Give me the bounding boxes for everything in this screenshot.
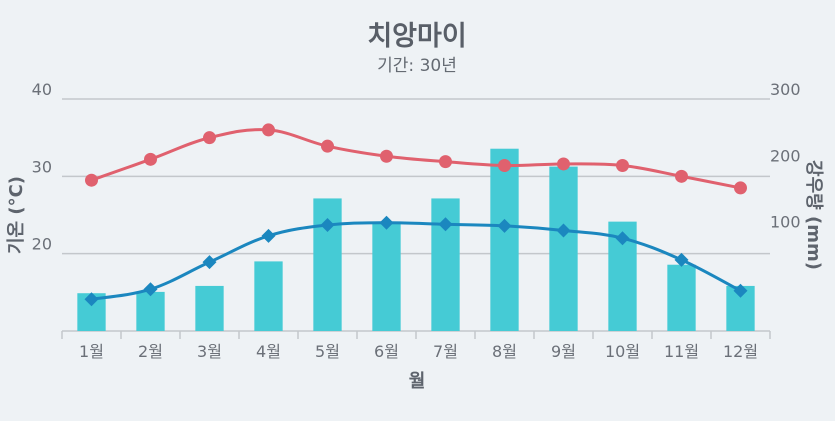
max-temp-point bbox=[380, 149, 393, 163]
min-temp-point bbox=[379, 215, 394, 230]
rainfall-bar bbox=[195, 285, 224, 331]
rainfall-bar bbox=[667, 264, 696, 331]
min-temp-point bbox=[143, 282, 158, 297]
max-temp-line bbox=[90, 128, 741, 190]
rainfall-bar bbox=[372, 221, 401, 331]
temperature-lines bbox=[84, 123, 748, 307]
grid bbox=[61, 98, 771, 339]
x-tick-label: 8월 bbox=[492, 342, 517, 361]
min-temp-point bbox=[556, 223, 571, 238]
x-tick-label: 12월 bbox=[723, 342, 758, 361]
rainfall-bar bbox=[136, 291, 165, 331]
min-temp-point bbox=[84, 292, 99, 307]
min-temp-line bbox=[91, 221, 742, 301]
min-temp-point bbox=[202, 255, 217, 270]
right-axis-title: 강우량 (mm) bbox=[803, 160, 824, 270]
max-temp-point bbox=[85, 173, 98, 187]
right-tick-label: 300 bbox=[770, 80, 801, 99]
max-temp-point bbox=[262, 123, 275, 137]
left-tick-label: 20 bbox=[32, 235, 52, 254]
max-temp-point bbox=[616, 159, 629, 173]
x-tick-label: 11월 bbox=[664, 342, 699, 361]
tick-labels: 20 30 40 100 200 300 1월 2월 3월 4월 5월 6월 7월 8월 9월 10월 11월 1… bbox=[32, 80, 801, 361]
rainfall-bar bbox=[549, 166, 578, 331]
right-tick-label: 100 bbox=[770, 213, 801, 232]
x-tick-label: 3월 bbox=[197, 342, 222, 361]
chart-subtitle: 기간: 30년 bbox=[377, 56, 457, 76]
max-temp-point bbox=[321, 139, 334, 153]
chart-title: 치앙마이 bbox=[367, 21, 466, 52]
max-temp-point bbox=[675, 169, 688, 183]
min-temp-point bbox=[261, 228, 276, 243]
left-tick-label: 40 bbox=[32, 80, 52, 99]
x-axis-title: 월 bbox=[409, 371, 426, 392]
max-temp-point bbox=[498, 159, 511, 173]
min-temp-point bbox=[733, 283, 748, 298]
x-tick-label: 2월 bbox=[138, 342, 163, 361]
x-tick-label: 1월 bbox=[79, 342, 104, 361]
max-temp-point bbox=[734, 181, 747, 195]
x-tick-label: 4월 bbox=[256, 342, 281, 361]
x-tick-label: 10월 bbox=[605, 342, 640, 361]
max-temp-point bbox=[557, 157, 570, 171]
left-tick-label: 30 bbox=[32, 157, 52, 176]
x-tick-label: 9월 bbox=[551, 342, 576, 361]
rainfall-bar bbox=[490, 148, 519, 331]
left-axis-title: 기온 (°C) bbox=[6, 176, 27, 254]
max-temp-point bbox=[203, 131, 216, 145]
x-tick-label: 6월 bbox=[374, 342, 399, 361]
max-temp-point bbox=[144, 152, 157, 166]
max-temp-point bbox=[439, 155, 452, 169]
x-tick-label: 7월 bbox=[433, 342, 458, 361]
min-temp-point bbox=[615, 231, 630, 246]
x-tick-label: 5월 bbox=[315, 342, 340, 361]
min-temp-point bbox=[497, 218, 512, 233]
min-temp-point bbox=[438, 217, 453, 232]
min-temp-point bbox=[674, 252, 689, 267]
right-tick-label: 200 bbox=[770, 146, 801, 165]
rainfall-bar bbox=[254, 261, 283, 331]
min-temp-point bbox=[320, 218, 335, 233]
